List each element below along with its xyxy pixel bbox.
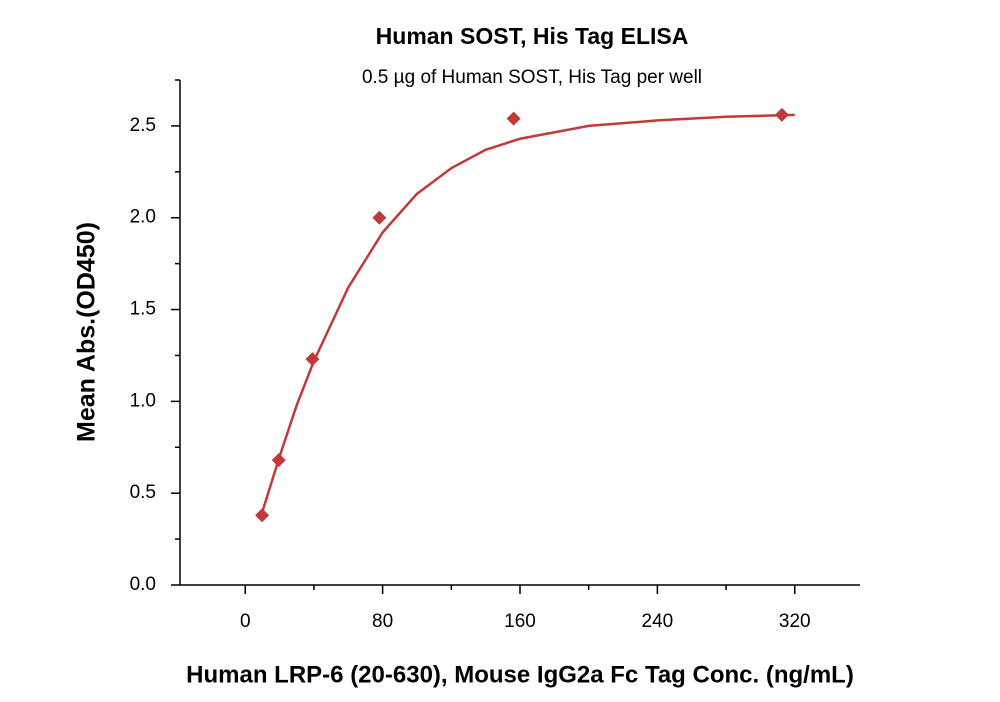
y-tick-label: 1.5	[130, 299, 156, 320]
data-point	[271, 453, 286, 468]
x-tick-label: 160	[504, 611, 536, 632]
y-tick-label: 2.5	[130, 115, 156, 136]
chart-title: Human SOST, His Tag ELISA	[376, 23, 689, 49]
y-tick-label: 0.0	[130, 574, 156, 595]
x-tick-label: 0	[240, 611, 251, 632]
data-point	[255, 508, 270, 523]
x-tick-label: 80	[372, 611, 393, 632]
data-point	[372, 210, 387, 225]
data-point	[506, 111, 521, 126]
chart-subtitle: 0.5 µg of Human SOST, His Tag per well	[362, 67, 702, 88]
x-tick-label: 240	[642, 611, 674, 632]
data-point	[305, 352, 320, 367]
data-point	[774, 107, 789, 122]
y-axis-label: Mean Abs.(OD450)	[73, 222, 101, 442]
fit-curve	[261, 113, 795, 512]
x-axis-label: Human LRP-6 (20-630), Mouse IgG2a Fc Tag…	[186, 661, 854, 688]
x-tick-label: 320	[779, 611, 811, 632]
y-tick-label: 0.5	[130, 482, 156, 503]
y-tick-label: 2.0	[130, 207, 156, 228]
y-tick-label: 1.0	[130, 390, 156, 411]
